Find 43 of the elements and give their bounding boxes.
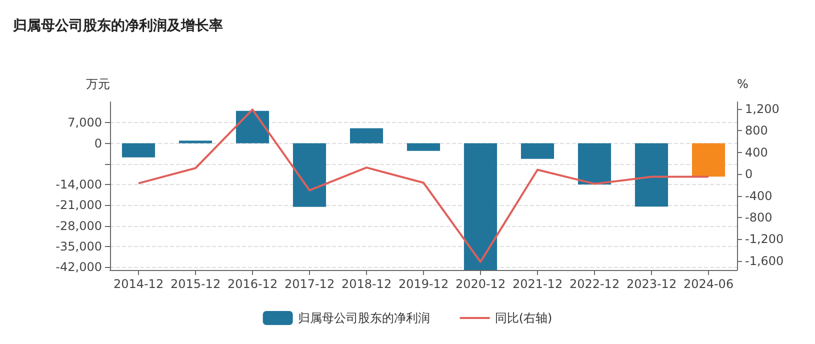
- y2-tick-label: 800: [745, 124, 768, 138]
- x-tick-label: 2021-12: [512, 277, 563, 291]
- y-axis-title: 万元: [86, 77, 110, 91]
- legend-label: 归属母公司股东的净利润: [298, 311, 430, 325]
- bar: [406, 143, 440, 151]
- bar: [634, 143, 668, 207]
- x-tick-label: 2017-12: [284, 277, 335, 291]
- bar: [578, 143, 612, 185]
- bar: [236, 110, 270, 144]
- y-tick-label: -28,000: [56, 218, 102, 233]
- y-tick-label: -35,000: [56, 239, 102, 254]
- y2-tick-label: -1,200: [745, 232, 784, 246]
- y-tick-label: 0: [94, 136, 102, 150]
- line-series: [138, 108, 710, 263]
- y2-tick-label: 1,200: [745, 102, 780, 116]
- y-tick-label: 7,000: [68, 116, 102, 130]
- bar: [520, 143, 554, 159]
- x-tick-label: 2014-12: [113, 277, 164, 291]
- y-tick-label: -42,000: [56, 260, 102, 274]
- y-tick-label: -21,000: [56, 198, 102, 212]
- x-tick-label: 2015-12: [170, 277, 221, 291]
- x-tick-label: 2016-12: [227, 277, 278, 291]
- bar: [292, 143, 326, 207]
- bar: [178, 140, 212, 144]
- y2-tick-label: 400: [745, 145, 768, 160]
- x-tick-label: 2022-12: [569, 277, 620, 291]
- x-tick-label: 2024-06: [683, 277, 734, 291]
- x-tick-label: 2020-12: [455, 277, 506, 291]
- y2-tick-label: -1,600: [745, 254, 784, 268]
- bar: [692, 143, 726, 177]
- y2-tick-label: -800: [745, 210, 772, 224]
- y2-axis-title: %: [737, 77, 748, 91]
- x-tick-label: 2018-12: [341, 277, 392, 291]
- y-tick-label: -14,000: [56, 178, 102, 192]
- legend-label: 同比(右轴): [494, 311, 552, 325]
- bar: [122, 143, 156, 158]
- x-tick-label: 2023-12: [626, 277, 677, 291]
- chart-title: 归属母公司股东的净利润及增长率: [12, 17, 223, 34]
- x-tick-label: 2019-12: [398, 277, 449, 291]
- bar: [350, 128, 384, 144]
- y2-tick-label: -400: [745, 188, 772, 203]
- bar: [464, 143, 498, 270]
- y2-tick-label: 0: [745, 167, 753, 182]
